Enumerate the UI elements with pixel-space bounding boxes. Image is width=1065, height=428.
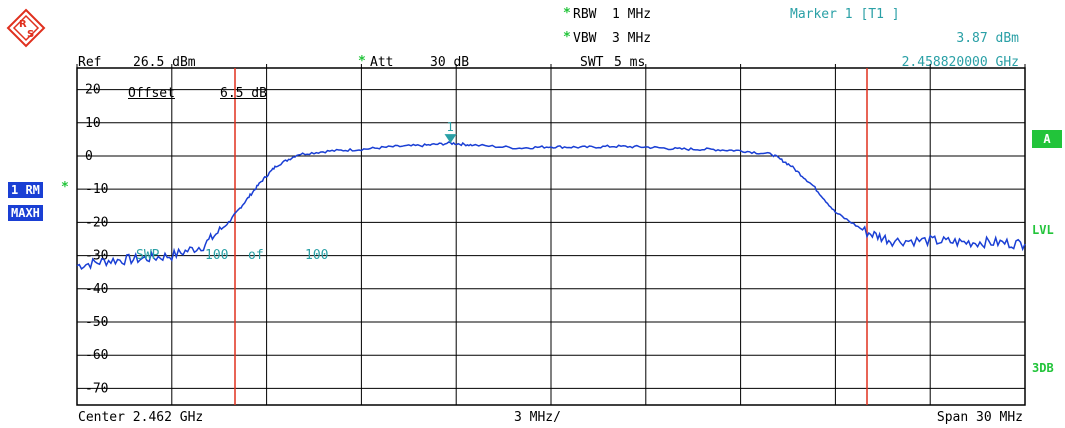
rbw-label: RBW (573, 7, 597, 22)
y-tick-label: -40 (85, 282, 108, 297)
lvl-label: LVL (1032, 223, 1054, 237)
y-tick-label: -50 (85, 315, 108, 330)
sweep-of: of (248, 248, 264, 263)
att-label: Att (370, 55, 394, 70)
span-frequency: Span 30 MHz (936, 410, 1023, 425)
y-tick-label: 10 (85, 116, 101, 131)
svg-text:R: R (19, 19, 27, 30)
offset-label: Offset (128, 86, 175, 101)
offset-value: 6.5 dB (220, 86, 267, 101)
vbw-label: VBW (573, 31, 597, 46)
rbw-changed-star: * (563, 6, 571, 21)
trace-changed-star: * (61, 180, 69, 195)
ref-level: 26.5 dBm (133, 55, 196, 70)
att-value: 30 dB (430, 55, 470, 70)
y-tick-label: 20 (85, 83, 101, 98)
marker-frequency: 2.458820000 GHz (901, 55, 1019, 70)
center-frequency: Center 2.462 GHz (78, 410, 204, 425)
vbw-value: 3 MHz (612, 31, 652, 46)
trace-a-badge: A (1032, 130, 1062, 148)
att-changed-star: * (358, 54, 366, 69)
swt-label: SWT (580, 55, 604, 70)
maxh-detector-label: MAXH (8, 205, 43, 221)
trace-line (76, 141, 1026, 271)
vbw-changed-star: * (563, 30, 571, 45)
y-tick-label: -60 (85, 348, 108, 363)
marker-title: Marker 1 [T1 ] (790, 7, 900, 22)
y-tick-label: 0 (85, 149, 93, 164)
sweep-label: SWP (136, 248, 160, 263)
sweep-total: 100 (305, 248, 329, 263)
marker-1-number: 1 (447, 120, 454, 134)
marker-level: 3.87 dBm (956, 31, 1019, 46)
ref-label: Ref (78, 55, 102, 70)
y-tick-label: -30 (85, 249, 108, 264)
y-tick-label: -10 (85, 182, 108, 197)
y-tick-label: -70 (85, 381, 108, 396)
trace-1-rm-label: 1 RM (8, 182, 43, 198)
y-tick-label: -20 (85, 215, 108, 230)
3db-label: 3DB (1032, 361, 1054, 375)
sweep-count: 100 (205, 248, 229, 263)
rbw-value: 1 MHz (612, 7, 652, 22)
rohde-schwarz-logo: R S (6, 8, 46, 48)
swt-value: 5 ms (614, 55, 646, 70)
marker-1-triangle (444, 134, 457, 144)
scale-per-division: 3 MHz/ (514, 410, 561, 425)
svg-text:S: S (27, 29, 34, 40)
